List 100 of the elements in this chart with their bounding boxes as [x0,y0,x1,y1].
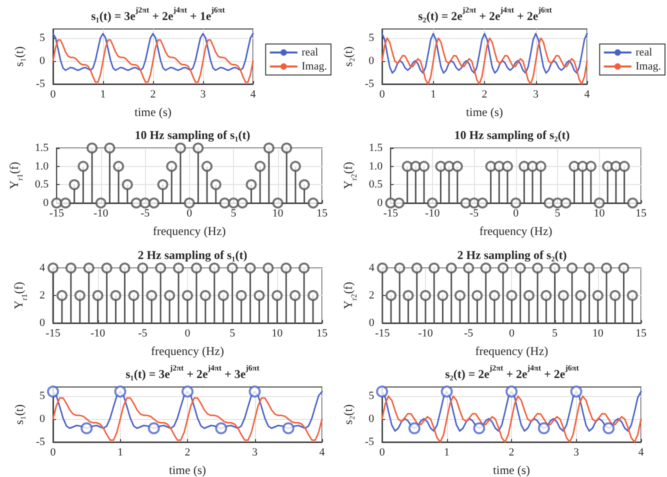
x-tick-label: 4 [584,88,590,100]
y-tick-label: 1.5 [34,142,50,154]
y-tick-label: 0 [376,197,383,210]
y-axis-title: Yr1(f) [12,281,30,309]
x-axis-title: time (s) [134,105,172,119]
point [281,142,292,154]
point [308,198,319,209]
point [228,198,240,209]
x-tick-label: 0 [184,327,191,339]
chart-title: 10 Hz sampling of s₁(t) [134,128,250,142]
line-series [52,32,254,71]
y-tick-label: 0.5 [34,178,50,191]
point [130,198,142,209]
y-tick-label: 0 [40,412,46,425]
x-tick-label: -10 [418,327,433,339]
x-axis-title: time (s) [466,105,503,119]
x-tick-label: -5 [138,327,148,339]
x-tick-label: -10 [424,208,440,220]
point [174,142,186,154]
point [184,198,195,209]
x-tick-label: 0 [186,208,193,220]
x-tick-label: 10 [593,208,605,220]
point [263,142,274,154]
x-tick-label: 0 [508,327,514,339]
y-tick-label: 2 [368,289,374,301]
legend-label: real [302,46,318,58]
x-tick-label: 2 [508,446,514,458]
chart-title: 10 Hz sampling of s₂(t) [454,128,570,142]
y-tick-label: -5 [36,78,46,90]
legend-label: real [635,46,652,58]
x-tick-label: 1 [430,88,436,100]
y-tick-label: 0 [368,412,374,425]
y-axis-title: Yr2(f) [340,281,358,309]
x-tick-label: 5 [554,208,560,220]
x-axis-title: time (s) [492,462,530,477]
x-tick-label: -15 [46,327,61,339]
y-tick-label: 5 [368,390,374,402]
point [113,161,124,172]
x-tick-label: 5 [230,327,236,339]
x-tick-label: 2 [481,88,487,100]
x-tick-label: 5 [552,327,558,339]
point [166,161,178,172]
x-tick-label: 4 [319,446,326,458]
x-tick-label: 2 [184,446,190,458]
y-tick-label: 4 [40,262,46,274]
x-tick-label: -10 [94,208,109,220]
point [157,179,168,190]
point [210,179,222,190]
y-tick-label: 5 [40,390,46,402]
point [192,142,204,154]
x-tick-label: 15 [635,208,646,220]
chart-title: 2 Hz sampling of s₂(t) [456,248,566,262]
point [78,161,89,172]
y-tick-label: 0 [368,55,374,68]
x-tick-label: 0 [512,208,519,220]
x-tick-label: 3 [252,446,258,458]
x-tick-label: 1 [100,88,106,100]
y-tick-label: 2 [40,289,45,301]
x-axis-title: frequency (Hz) [151,344,224,358]
point [290,161,301,172]
point [51,198,62,209]
x-tick-label: 10 [592,327,604,339]
point [148,198,160,209]
y-axis-title: s₂(t) [340,46,354,67]
x-tick-label: 3 [200,88,206,100]
point [60,198,71,209]
x-tick-label: -5 [140,208,150,220]
x-tick-label: 15 [316,208,328,220]
x-tick-label: -5 [469,208,479,220]
y-tick-label: 5 [40,32,46,44]
y-tick-label: 4 [368,262,374,274]
y-tick-label: 0 [40,316,46,328]
point [104,142,116,154]
x-axis-title: frequency (Hz) [152,224,226,238]
point [122,179,133,190]
line-series [380,32,588,74]
y-axis-title: Yr1(f) [7,162,24,190]
y-tick-label: -5 [36,436,46,448]
x-axis-title: frequency (Hz) [478,224,552,238]
point [95,198,106,209]
x-tick-label: 3 [532,88,539,100]
legend-label: Imag. [302,60,328,72]
x-tick-label: 4 [250,88,256,100]
y-tick-label: 0 [40,55,46,68]
y-tick-label: 1.5 [368,142,383,154]
y-tick-label: 0.5 [368,178,383,191]
y-axis-title: s₂(t) [340,404,354,424]
y-tick-label: 0 [368,316,374,328]
point [246,179,257,190]
y-tick-label: -5 [364,78,374,90]
y-tick-label: 0 [43,197,50,210]
x-tick-label: 15 [316,327,328,339]
x-tick-label: 10 [272,327,284,339]
x-tick-label: -15 [382,208,398,220]
x-tick-label: 15 [635,327,646,339]
chart-title: 2 Hz sampling of s₁(t) [138,248,248,262]
x-tick-label: 4 [638,446,644,458]
y-axis-title: Yr2(f) [340,162,358,190]
y-axis-title: s₁(t) [12,46,26,67]
x-tick-label: -15 [49,208,64,220]
